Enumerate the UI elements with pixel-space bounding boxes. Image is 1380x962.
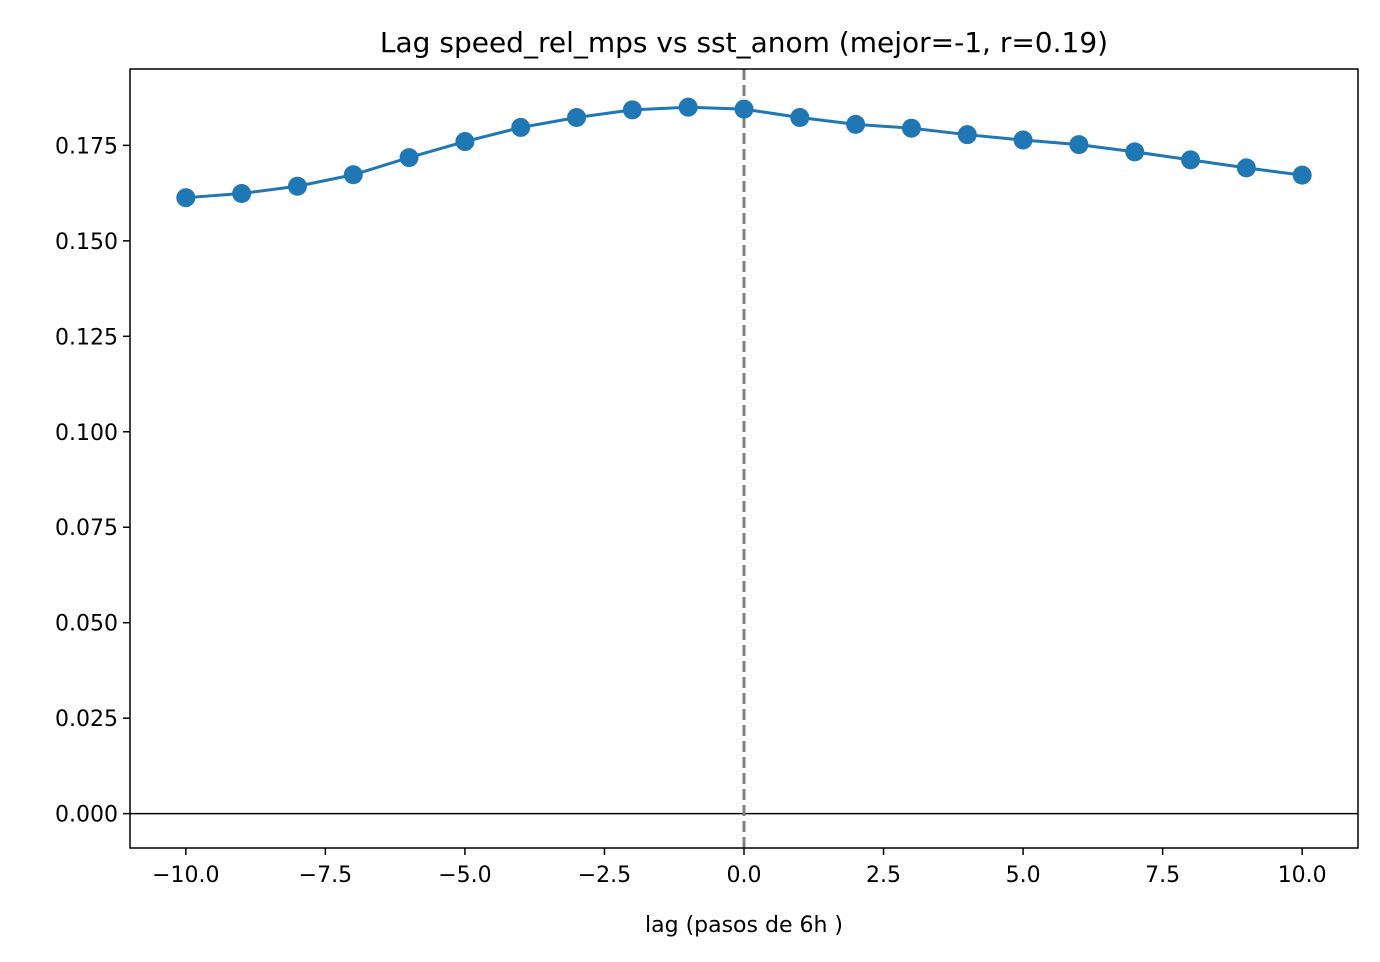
data-point (232, 183, 252, 203)
x-tick-label: 2.5 (866, 863, 901, 888)
y-tick-label: 0.125 (55, 325, 118, 350)
data-point (1069, 135, 1089, 155)
y-tick-label: 0.000 (55, 803, 118, 828)
data-point (343, 165, 363, 185)
data-point (901, 118, 921, 138)
data-point (511, 117, 531, 137)
data-point (846, 114, 866, 134)
x-tick-label: 0.0 (727, 863, 762, 888)
data-point (790, 107, 810, 127)
data-point (1181, 150, 1201, 170)
data-point (176, 188, 196, 208)
y-tick-label: 0.100 (55, 421, 118, 446)
x-tick-label: 7.5 (1145, 863, 1180, 888)
data-point (957, 125, 977, 145)
y-tick-label: 0.050 (55, 612, 118, 637)
data-point (678, 97, 698, 117)
x-axis: −10.0 −7.5 −5.0 −2.5 0.0 2.5 5.0 7.5 10.0 (152, 848, 1327, 888)
data-point (1236, 158, 1256, 178)
data-point (1013, 130, 1033, 150)
plot-area (130, 69, 1358, 848)
y-tick-label: 0.075 (55, 516, 118, 541)
data-point (287, 176, 307, 196)
x-tick-label: −10.0 (152, 863, 219, 888)
x-tick-label: 5.0 (1006, 863, 1041, 888)
y-tick-label: 0.025 (55, 707, 118, 732)
x-tick-label: −7.5 (299, 863, 352, 888)
data-point (1125, 142, 1145, 162)
x-tick-label: −2.5 (578, 863, 631, 888)
chart-title: Lag speed_rel_mps vs sst_anom (mejor=-1,… (380, 26, 1108, 59)
plot-frame (129, 68, 1359, 849)
data-point (399, 148, 419, 168)
x-axis-title: lag (pasos de 6h ) (645, 913, 843, 938)
data-point (455, 132, 475, 152)
data-point (734, 99, 754, 119)
data-point (567, 107, 587, 127)
y-tick-label: 0.150 (55, 230, 118, 255)
data-point (622, 100, 642, 120)
x-tick-label: 10.0 (1278, 863, 1327, 888)
data-point (1292, 165, 1312, 185)
x-tick-label: −5.0 (438, 863, 491, 888)
y-axis: 0.000 0.025 0.050 0.075 0.100 0.125 0.150 0.175 (55, 134, 130, 828)
y-tick-label: 0.175 (55, 134, 118, 159)
